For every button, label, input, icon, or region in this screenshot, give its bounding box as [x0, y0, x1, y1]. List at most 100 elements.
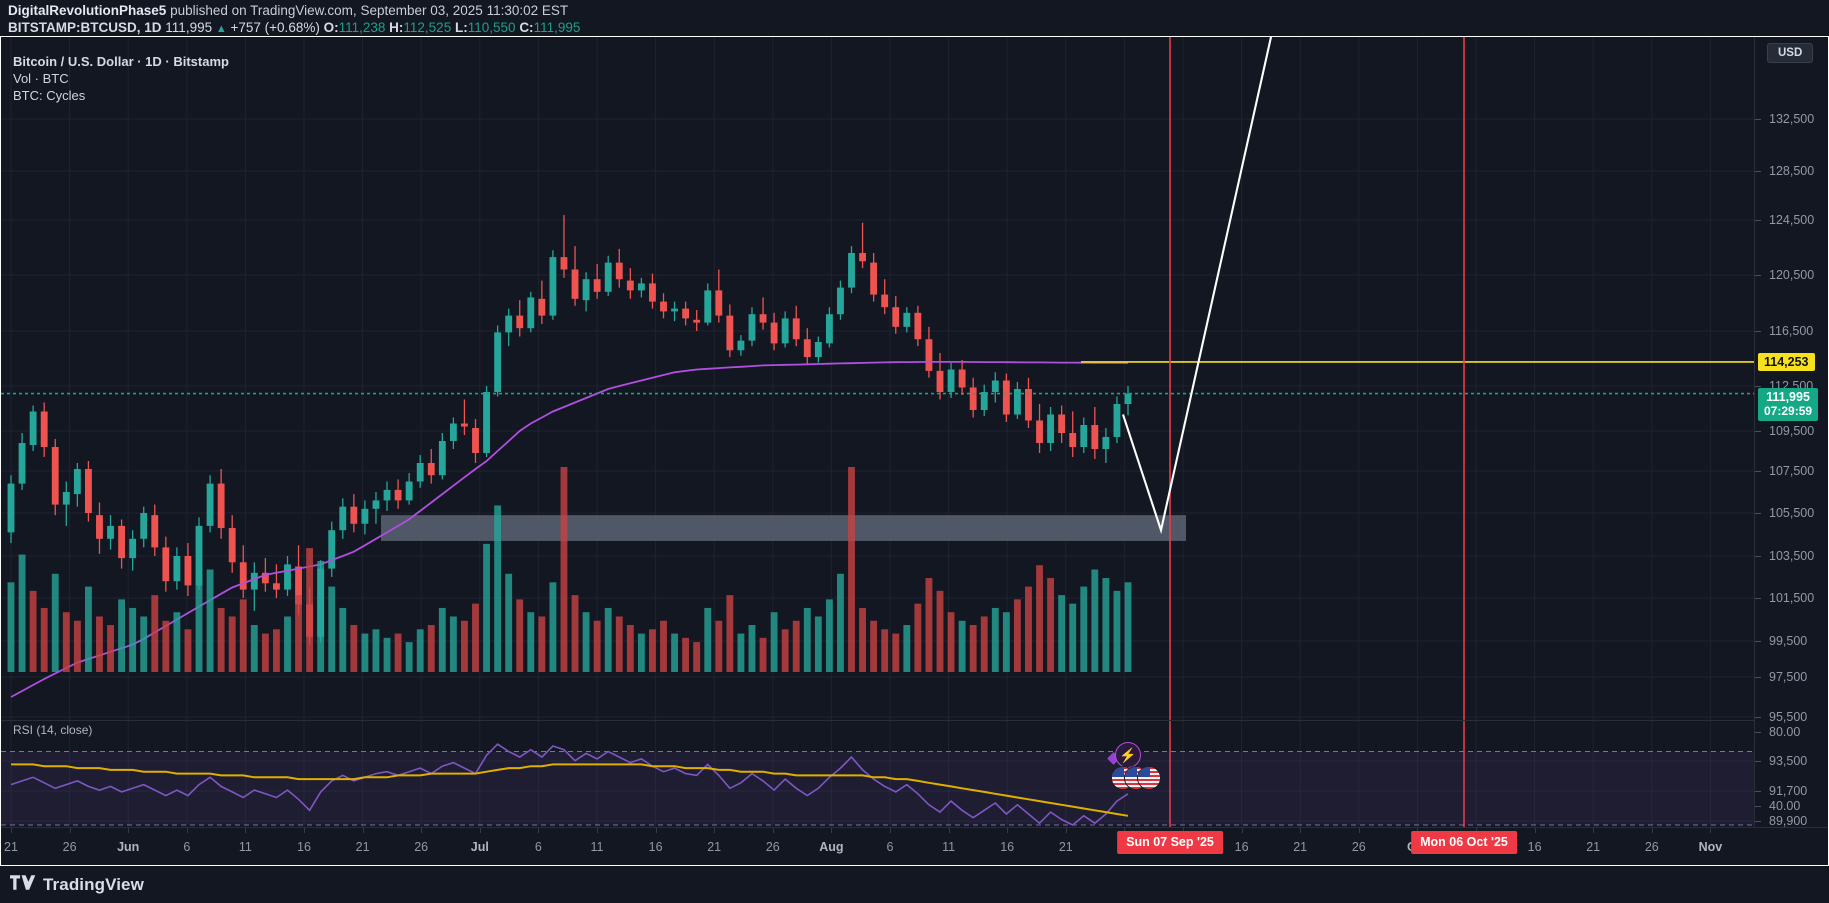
rsi-title: RSI (14, close) — [13, 723, 93, 737]
time-axis-label: 16 — [1527, 840, 1542, 854]
time-axis-label: 6 — [183, 840, 191, 854]
time-axis-tick — [1534, 828, 1536, 833]
price-axis-tick — [1755, 331, 1761, 332]
flag-canton — [1125, 767, 1137, 777]
lightning-bolt-badge[interactable]: ⚡ — [1115, 742, 1141, 768]
price-axis-label: 99,500 — [1769, 634, 1808, 648]
quote-line: BITSTAMP:BTCUSD, 1D 111,995 ▲ +757 (+0.6… — [8, 19, 1829, 38]
currency-badge[interactable]: USD — [1767, 43, 1814, 63]
time-axis-tick — [890, 828, 891, 833]
time-axis-tick — [304, 828, 305, 833]
time-axis-tick — [538, 828, 540, 833]
time-axis-label: 21 — [355, 840, 370, 854]
attribution-header: DigitalRevolutionPhase5 published on Tra… — [0, 0, 1829, 36]
price-axis-tick — [1755, 171, 1761, 172]
price-axis-label: 103,500 — [1769, 549, 1815, 563]
open-label: O: — [323, 20, 339, 35]
rsi-axis-tick — [1755, 805, 1761, 807]
time-axis-tick — [948, 828, 950, 833]
price-axis-tick — [1755, 791, 1761, 792]
time-axis-tick — [1476, 828, 1477, 833]
time-axis-tick — [128, 828, 130, 833]
high-label: H: — [389, 20, 404, 35]
rsi-axis-label: 40.00 — [1769, 798, 1801, 813]
price-change: +757 (+0.68%) — [230, 20, 320, 35]
symbol-ticker[interactable]: BITSTAMP:BTCUSD, — [8, 20, 141, 35]
time-axis-label: Nov — [1698, 840, 1723, 854]
price-axis-label: 116,500 — [1769, 324, 1814, 338]
time-axis-tick — [1007, 828, 1009, 833]
footer-bar: TradingView — [0, 866, 1829, 903]
price-axis-label: 128,500 — [1769, 164, 1815, 178]
rsi-axis-label: 80.00 — [1769, 725, 1801, 740]
time-axis-tick — [362, 828, 364, 833]
price-axis-label: 107,500 — [1769, 464, 1815, 478]
time-axis-tick — [1593, 828, 1595, 833]
time-axis-tick — [186, 828, 188, 833]
bar-countdown: 07:29:59 — [1764, 403, 1813, 418]
chart-plot-area[interactable]: Bitcoin / U.S. Dollar · 1D · Bitstamp Vo… — [1, 37, 1756, 827]
bolt-icon: ⚡ — [1119, 747, 1137, 763]
time-axis-tick — [1417, 828, 1419, 833]
high-value: 112,525 — [403, 20, 452, 35]
time-axis-tick — [245, 828, 247, 833]
price-axis-label: 93,500 — [1769, 754, 1808, 768]
time-axis-highlight-tag[interactable]: Mon 06 Oct '25 — [1411, 831, 1517, 854]
time-axis-tick — [655, 828, 657, 833]
close-value: 111,995 — [533, 20, 581, 35]
price-axis-tick — [1755, 275, 1761, 276]
time-axis-label: Jun — [117, 840, 140, 854]
price-axis-tick — [1755, 556, 1761, 557]
rsi-series-layer — [1, 743, 1756, 826]
time-axis-highlight-tag[interactable]: Sun 07 Sep '25 — [1117, 831, 1223, 854]
time-axis-label: Jul — [470, 840, 489, 854]
time-axis-label: 16 — [297, 840, 311, 854]
time-axis-label: 16 — [1234, 840, 1249, 854]
time-axis[interactable]: 21 26 Jun 6 11 16 21 26 Jul 6 11 16 21 26 Aug 6 11 16 21 26… — [1, 827, 1828, 865]
time-axis-label: 21 — [4, 840, 18, 854]
drawing-overlay-layer — [1, 37, 1756, 827]
time-axis-tick — [1710, 828, 1712, 833]
author-name: DigitalRevolutionPhase5 — [8, 3, 167, 18]
time-axis-label: 26 — [1351, 840, 1366, 854]
price-axis-label: 120,500 — [1769, 268, 1815, 282]
time-axis-tick — [1065, 828, 1067, 833]
time-axis-tick — [1358, 828, 1360, 833]
time-axis-tick — [479, 828, 481, 833]
flag-canton — [1138, 767, 1150, 777]
time-axis-label: Aug — [819, 840, 844, 854]
price-axis-tick — [1755, 677, 1761, 678]
time-axis-label: 11 — [942, 840, 956, 854]
price-axis-tick — [1755, 821, 1761, 822]
us-flag-icon-3[interactable] — [1137, 766, 1161, 790]
time-axis-tick — [69, 828, 71, 833]
price-series-layer — [7, 215, 1186, 698]
rsi-pane[interactable]: RSI (14, close) — [1, 720, 1756, 827]
interval-label[interactable]: 1D — [144, 20, 162, 35]
low-value: 110,550 — [467, 20, 516, 35]
time-axis-label: 21 — [1293, 840, 1308, 854]
price-axis-label: 97,500 — [1769, 670, 1808, 684]
low-label: L: — [454, 20, 468, 35]
price-axis-tick — [1755, 119, 1761, 120]
time-axis-label: 26 — [414, 840, 429, 854]
time-axis-label: 11 — [590, 840, 604, 854]
time-axis-label: 6 — [886, 840, 894, 854]
last-price-tag[interactable]: 111,995 07:29:59 — [1758, 387, 1819, 421]
time-axis-label: 26 — [62, 840, 77, 854]
time-axis-label: 26 — [1644, 840, 1659, 854]
time-axis-tick — [1124, 828, 1126, 833]
price-axis-tick — [1755, 220, 1761, 221]
time-axis-label: 16 — [648, 840, 663, 854]
price-axis-tick — [1755, 386, 1761, 387]
price-axis-tick — [1755, 471, 1761, 472]
time-axis-tick — [597, 828, 598, 833]
time-axis-tick — [831, 828, 833, 833]
time-axis-tick — [1241, 828, 1243, 833]
price-tag-yellow[interactable]: 114,253 — [1758, 352, 1815, 371]
published-time: 11:30:02 EST — [486, 3, 569, 18]
price-axis-tick — [1755, 717, 1761, 718]
price-axis[interactable]: USD 132,500 128,500 124,500 120,500 116,500 1… — [1754, 37, 1828, 828]
price-axis-label: 95,500 — [1769, 710, 1808, 724]
time-axis-label: 21 — [707, 840, 722, 854]
